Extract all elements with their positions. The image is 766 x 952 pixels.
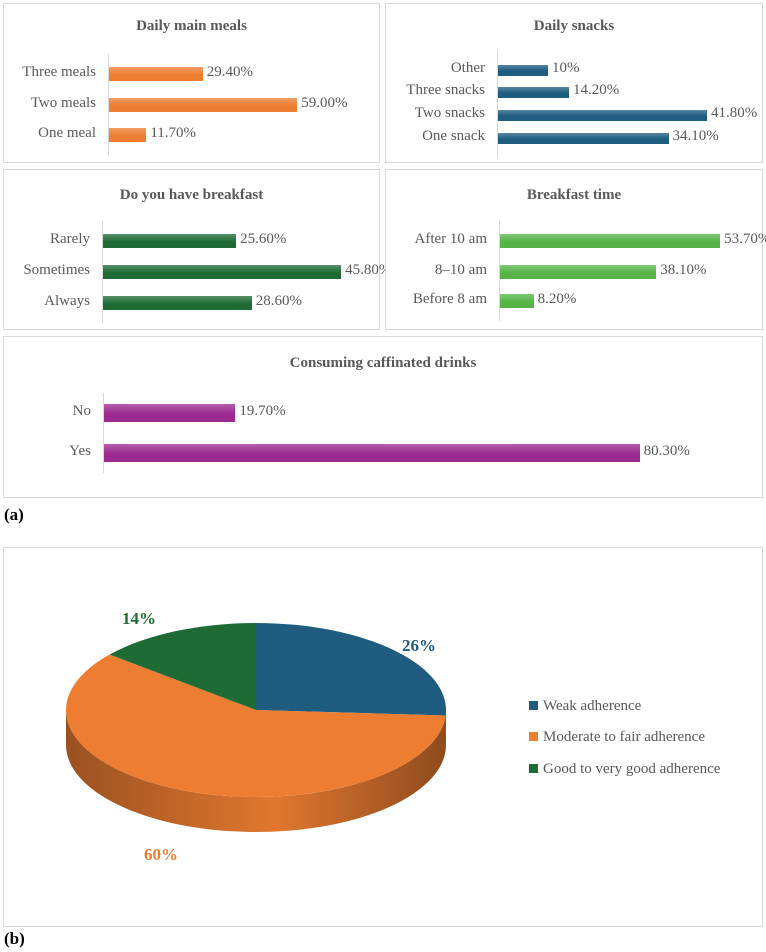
slice-label: 14% — [122, 609, 156, 628]
pie-slice — [256, 623, 446, 716]
value-label: 28.60% — [255, 293, 302, 309]
chart-title: Daily main meals — [136, 18, 247, 34]
value-label: 59.00% — [301, 95, 348, 111]
category-axis — [108, 54, 109, 155]
legend-label: Weak adherence — [543, 698, 642, 714]
category-label: Yes — [69, 443, 91, 459]
bar — [498, 64, 548, 76]
chart-panel-3: Do you have breakfast Rarely 25.60% Sometim… — [3, 169, 391, 330]
category-label: Rarely — [50, 231, 90, 247]
bar — [109, 128, 147, 142]
value-label: 29.40% — [206, 64, 254, 80]
category-label: Sometimes — [23, 262, 90, 278]
value-label: 11.70% — [150, 125, 197, 141]
legend-swatch — [529, 701, 538, 711]
bar — [104, 404, 236, 422]
pie-chart — [66, 623, 446, 833]
category-label: Three meals — [22, 64, 96, 80]
slice-label: 26% — [402, 636, 436, 655]
legend-item: Weak adherence — [529, 698, 641, 715]
legend-label: Moderate to fair adherence — [543, 729, 705, 745]
value-label: 80.30% — [643, 443, 690, 459]
slice-label: 60% — [144, 845, 178, 864]
chart-title: Daily snacks — [533, 18, 615, 34]
pie-chart-panel: 26% 60% 14% Weak adherence Moderate to fair … — [3, 547, 763, 927]
chart-panel-1: Daily main meals Three meals 29.40% Two mea… — [3, 3, 380, 163]
bar — [104, 444, 640, 462]
legend-label: Good to very good adherence — [543, 761, 721, 777]
category-label: Three snacks — [406, 82, 485, 98]
chart-panel-5: Consuming caffinated drinks No 19.70% Yes 80… — [3, 336, 763, 498]
category-label: Two meals — [30, 95, 96, 111]
bar — [498, 132, 669, 144]
bar — [498, 86, 569, 98]
value-label: 14.20% — [573, 82, 620, 98]
legend-swatch — [529, 732, 538, 742]
chart-title: Breakfast time — [526, 187, 622, 203]
category-label: Other — [450, 60, 485, 76]
category-label: No — [72, 403, 91, 419]
value-label: 41.80% — [711, 105, 758, 121]
bar — [500, 234, 721, 248]
category-label: Two snacks — [414, 105, 485, 121]
chart-panel-4: Breakfast time After 10 am 53.70% 8–10 am 38… — [385, 169, 766, 330]
value-label: 38.10% — [660, 262, 707, 278]
pie-slice — [66, 654, 446, 797]
bar — [103, 265, 342, 279]
bar — [109, 98, 298, 112]
category-axis — [102, 221, 103, 323]
category-label: After 10 am — [414, 231, 487, 247]
value-label: 10% — [552, 60, 580, 76]
bar — [103, 296, 252, 310]
chart-panel-2: Daily snacks Other 10% Three snacks 14.20% Tw… — [385, 3, 763, 163]
bar — [109, 67, 203, 81]
legend-item: Good to very good adherence — [529, 761, 720, 778]
bar — [498, 109, 707, 121]
category-label: One snack — [422, 128, 485, 144]
value-label: 45.80% — [345, 262, 392, 278]
category-label: 8–10 am — [434, 262, 487, 278]
category-label: Before 8 am — [412, 291, 487, 307]
pie-side-wall — [66, 710, 446, 833]
category-axis — [497, 50, 498, 158]
pie-slice — [109, 623, 257, 710]
chart-title: Consuming caffinated drinks — [289, 355, 477, 371]
panel-label-b: (b) — [4, 929, 25, 948]
panel-label-a: (a) — [4, 505, 24, 524]
chart-title: Do you have breakfast — [119, 187, 264, 203]
category-axis — [499, 221, 500, 321]
value-label: 8.20% — [537, 291, 577, 307]
category-label: One meal — [38, 125, 96, 141]
value-label: 53.70% — [724, 231, 766, 247]
bar — [500, 265, 657, 279]
legend-swatch — [529, 764, 538, 774]
value-label: 19.70% — [239, 403, 286, 419]
category-label: Always — [44, 293, 90, 309]
bar — [500, 294, 534, 308]
category-axis — [103, 393, 104, 473]
value-label: 34.10% — [672, 128, 719, 144]
legend-item: Moderate to fair adherence — [529, 729, 705, 746]
value-label: 25.60% — [240, 231, 287, 247]
bar — [103, 234, 237, 248]
